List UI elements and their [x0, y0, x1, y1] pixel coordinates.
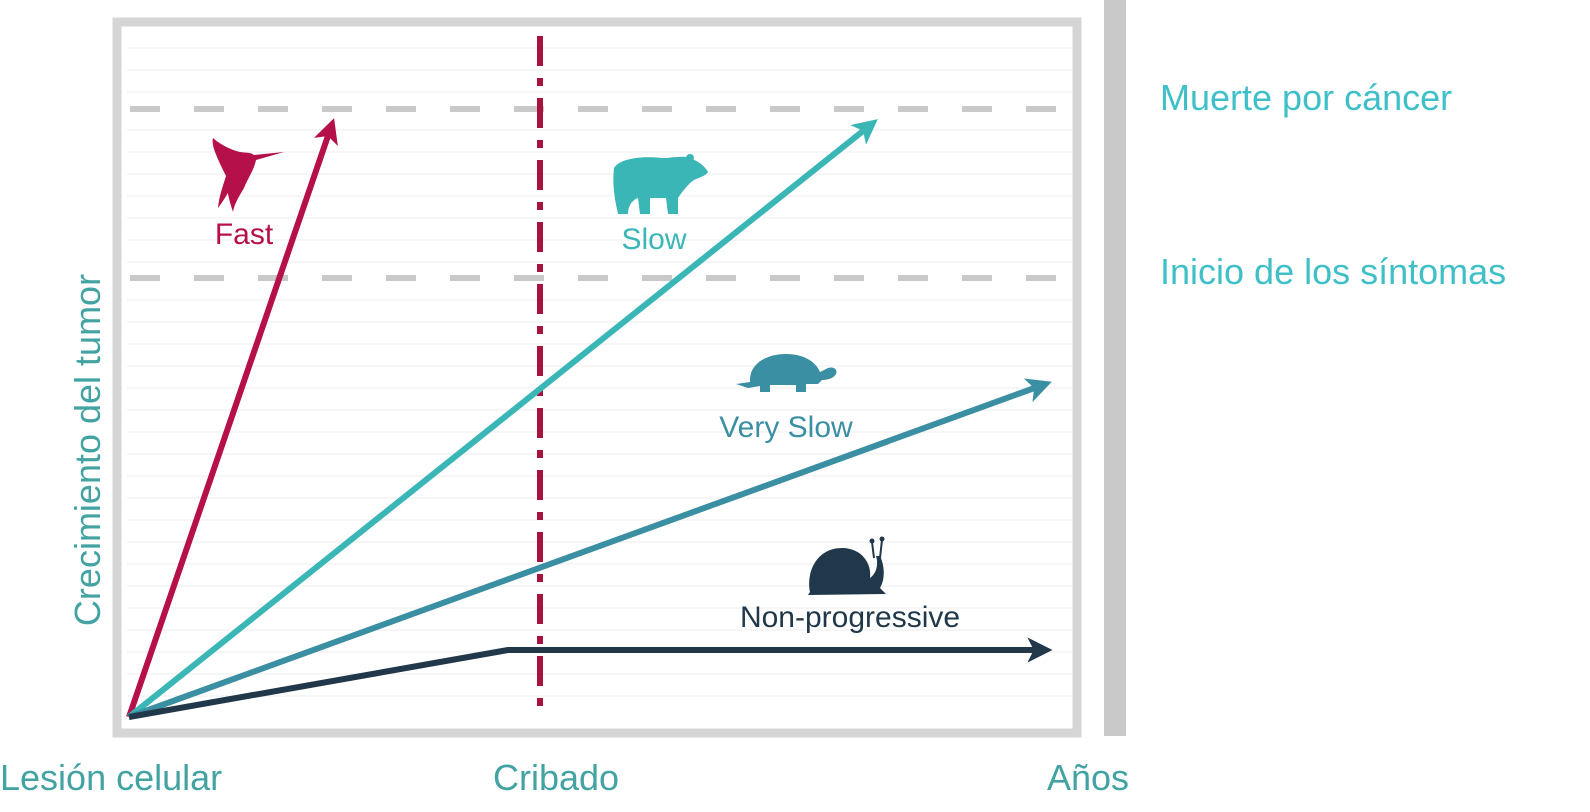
right-boundary-bar [1104, 0, 1126, 736]
fast-label: Fast [215, 218, 274, 251]
non-progressive-arrow [128, 637, 1053, 720]
slow-label: Slow [621, 223, 686, 256]
fast-arrow [126, 118, 338, 718]
slow-arrow [127, 119, 878, 720]
death-threshold-label: Muerte por cáncer [1160, 77, 1452, 118]
symptoms-threshold-label: Inicio de los síntomas [1160, 251, 1506, 292]
x-axis-end-label: Años [1047, 757, 1129, 798]
hummingbird-icon [212, 138, 284, 212]
plot-frame [112, 17, 1082, 738]
y-axis-label: Crecimiento del tumor [67, 274, 108, 626]
bear-icon [613, 154, 708, 214]
very-slow-label: Very Slow [719, 411, 853, 444]
x-axis-screening-label: Cribado [493, 757, 619, 798]
turtle-icon [736, 354, 837, 392]
very-slow-arrow [127, 378, 1052, 720]
snail-icon [808, 536, 886, 595]
non-progressive-label: Non-progressive [740, 601, 960, 634]
x-axis-start-label: Lesión celular [0, 757, 222, 798]
